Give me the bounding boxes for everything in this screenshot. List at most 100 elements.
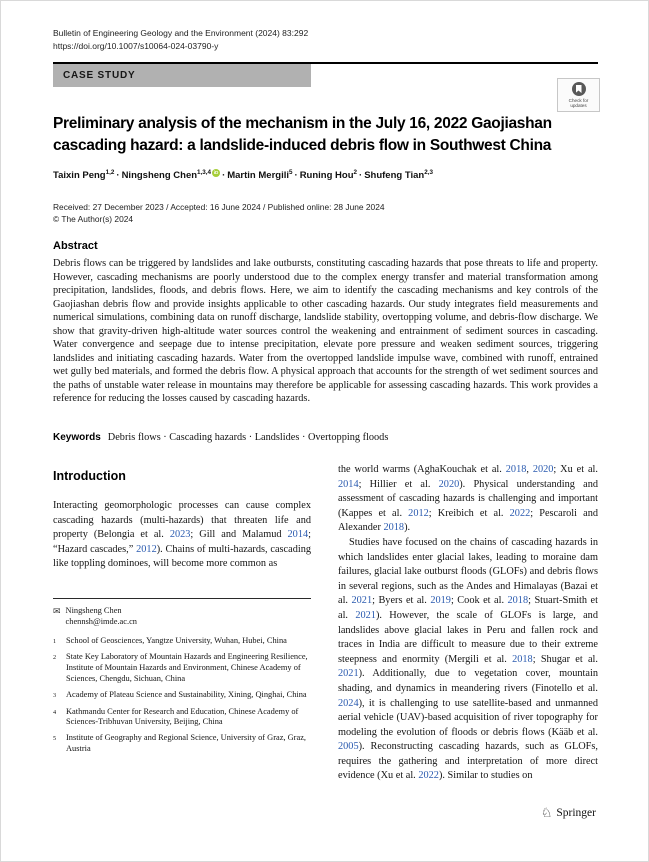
springer-horse-icon: ♘ bbox=[540, 805, 553, 820]
text-run: ). Reconstructing cascading hazards, suc… bbox=[338, 741, 598, 782]
article-history: Received: 27 December 2023 / Accepted: 1… bbox=[53, 202, 385, 225]
keywords-label: Keywords bbox=[53, 432, 101, 443]
citation-link[interactable]: 2005 bbox=[338, 741, 359, 753]
journal-header: Bulletin of Engineering Geology and the … bbox=[53, 27, 308, 53]
text-run: ; Byers et al. bbox=[372, 595, 431, 607]
introduction-paragraph: the world warms (AghaKouchak et al. 2018… bbox=[338, 463, 598, 536]
citation-link[interactable]: 2021 bbox=[351, 595, 373, 607]
envelope-icon: ✉ bbox=[53, 606, 61, 616]
author-separator: · bbox=[359, 170, 363, 182]
text-run: ; “Hazard cascades,” bbox=[53, 529, 311, 555]
author-separator: · bbox=[294, 170, 298, 182]
check-for-updates-label: Check for updates bbox=[568, 98, 589, 108]
citation-link[interactable]: 2024 bbox=[338, 697, 359, 709]
abstract-section: Abstract Debris flows can be triggered b… bbox=[53, 240, 598, 406]
citation-link[interactable]: 2014 bbox=[287, 529, 309, 541]
citation-link[interactable]: 2022 bbox=[509, 507, 531, 519]
left-column: Introduction Interacting geomorphologic … bbox=[53, 463, 311, 572]
check-for-updates-button[interactable]: Check for updates bbox=[557, 78, 600, 112]
author-affiliation-sup: 2,3 bbox=[424, 169, 433, 176]
text-run: the world warms (AghaKouchak et al. bbox=[338, 464, 506, 475]
author-affiliation-sup: 1,3,4 bbox=[197, 169, 212, 176]
text-run: ). Additionally, due to vegetation cover… bbox=[338, 668, 598, 694]
affiliation-number: 4 bbox=[53, 708, 57, 716]
author-separator: · bbox=[116, 170, 120, 182]
affiliation-item: 2 State Key Laboratory of Mountain Hazard… bbox=[53, 652, 311, 684]
citation-link[interactable]: 2014 bbox=[338, 478, 359, 490]
author-separator: · bbox=[222, 170, 226, 182]
author-name: Ningsheng Chen bbox=[121, 170, 198, 182]
affiliation-number: 1 bbox=[53, 637, 57, 645]
abstract-text: Debris flows can be triggered by landsli… bbox=[53, 258, 598, 404]
author-affiliation-sup: 5 bbox=[289, 169, 293, 176]
text-run: ; Xu et al. bbox=[553, 464, 598, 475]
right-column: the world warms (AghaKouchak et al. 2018… bbox=[338, 463, 598, 784]
text-run: ; Stuart-Smith et al. bbox=[338, 595, 598, 621]
citation-link[interactable]: 2018 bbox=[507, 595, 529, 607]
footnotes-block: ✉ Ningsheng Chen chennsh@imde.ac.cn 1 Sch… bbox=[53, 598, 311, 760]
text-run: ). Chains of multi-hazards, cascading li… bbox=[53, 543, 312, 570]
affiliation-item: 1 School of Geosciences, Yangtze Universi… bbox=[53, 636, 311, 648]
citation-link[interactable]: 2019 bbox=[430, 595, 451, 607]
introduction-paragraph: Studies have focused on the chains of ca… bbox=[338, 536, 598, 784]
text-run: Studies have focused on the chains of ca… bbox=[338, 536, 598, 607]
doi-line: https://doi.org/10.1007/s10064-024-03790… bbox=[53, 41, 219, 51]
affiliation-text: School of Geosciences, Yangtze Universit… bbox=[66, 635, 287, 645]
author-name: Martin Mergili bbox=[227, 170, 289, 182]
publisher-name: Springer bbox=[556, 806, 596, 819]
journal-title-line: Bulletin of Engineering Geology and the … bbox=[53, 28, 309, 38]
article-title: Preliminary analysis of the mechanism in… bbox=[53, 115, 552, 154]
affiliation-text: State Key Laboratory of Mountain Hazards… bbox=[66, 652, 308, 683]
citation-link[interactable]: 2021 bbox=[338, 668, 359, 680]
author-name: Runing Hou bbox=[299, 170, 354, 182]
affiliation-number: 3 bbox=[53, 691, 57, 699]
text-run: ; Gill and Malamud bbox=[190, 529, 288, 541]
citation-link[interactable]: 2018 bbox=[512, 653, 533, 665]
text-run: ). Similar to studies on bbox=[438, 770, 533, 782]
affiliation-text: Institute of Geography and Regional Scie… bbox=[66, 733, 307, 753]
keywords-line: Keywords Debris flows · Cascading hazards… bbox=[53, 432, 598, 443]
author-name: Shufeng Tian bbox=[364, 170, 425, 182]
citation-link[interactable]: 2021 bbox=[355, 609, 376, 621]
authors-line: Taixin Peng1,2 · Ningsheng Chen1,3,4 iD · Mar… bbox=[53, 169, 598, 181]
citation-link[interactable]: 2020 bbox=[532, 464, 554, 475]
citation-link[interactable]: 2012 bbox=[136, 543, 157, 555]
citation-link[interactable]: 2023 bbox=[169, 529, 191, 541]
citation-link[interactable]: 2018 bbox=[383, 522, 405, 534]
orcid-icon[interactable]: iD bbox=[212, 169, 221, 177]
citation-link[interactable]: 2022 bbox=[418, 770, 439, 782]
author-affiliation-sup: 2 bbox=[353, 169, 358, 176]
text-run: ). However, the scale of GLOFs is large,… bbox=[338, 609, 598, 665]
received-accepted-published-line: Received: 27 December 2023 / Accepted: 1… bbox=[53, 202, 385, 212]
text-run: ; Shugar et al. bbox=[532, 653, 598, 665]
text-run: ; Cook et al. bbox=[450, 595, 508, 607]
citation-link[interactable]: 2018 bbox=[505, 464, 527, 475]
text-run: Interacting geomorphologic processes can… bbox=[53, 500, 311, 541]
article-type-banner: CASE STUDY bbox=[53, 64, 311, 87]
affiliation-item: 5 Institute of Geography and Regional Sci… bbox=[53, 733, 311, 755]
check-for-updates-icon bbox=[571, 82, 586, 96]
text-run: , bbox=[526, 464, 533, 475]
author-name: Taixin Peng bbox=[53, 170, 106, 182]
affiliation-item: 4 Kathmandu Center for Research and Educa… bbox=[53, 707, 311, 729]
citation-link[interactable]: 2020 bbox=[438, 478, 460, 490]
publisher-logo: ♘ Springer bbox=[541, 806, 596, 819]
correspondence-name: Ningsheng Chen bbox=[65, 606, 122, 615]
correspondence-block: ✉ Ningsheng Chen chennsh@imde.ac.cn bbox=[53, 606, 311, 628]
text-run: ), it is challenging to use satellite-ba… bbox=[338, 697, 598, 738]
text-run: ; Pescaroli and Alexander bbox=[338, 507, 599, 534]
citation-link[interactable]: 2012 bbox=[408, 507, 429, 519]
text-run: ). bbox=[404, 522, 411, 534]
affiliation-item: 3 Academy of Plateau Science and Sustaina… bbox=[53, 690, 311, 702]
correspondence-contact: Ningsheng Chen chennsh@imde.ac.cn bbox=[66, 606, 137, 628]
header-rule bbox=[53, 62, 598, 64]
introduction-paragraph: Interacting geomorphologic processes can… bbox=[53, 499, 311, 572]
text-run: ). Physical understanding and assessment… bbox=[338, 478, 598, 519]
article-type-label: CASE STUDY bbox=[63, 70, 136, 81]
keywords-text: Debris flows · Cascading hazards · Lands… bbox=[107, 432, 389, 443]
affiliation-number: 5 bbox=[53, 735, 57, 743]
affiliation-text: Academy of Plateau Science and Sustainab… bbox=[66, 689, 307, 699]
text-run: ; Kreibich et al. bbox=[428, 507, 510, 519]
text-run: ; Hillier et al. bbox=[358, 478, 439, 490]
